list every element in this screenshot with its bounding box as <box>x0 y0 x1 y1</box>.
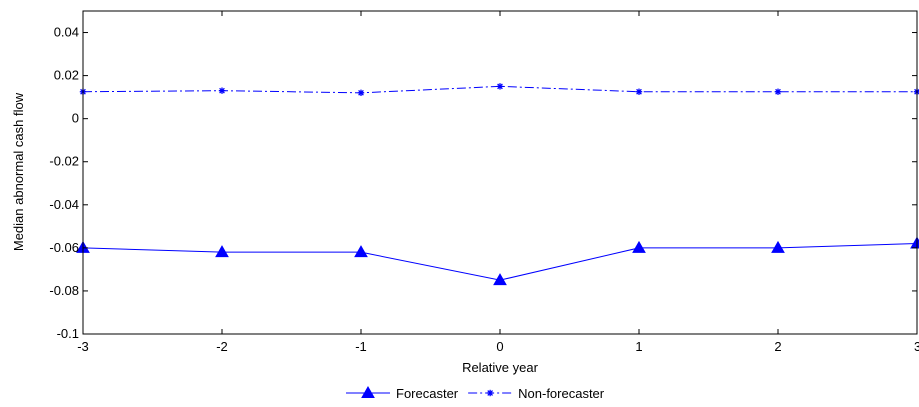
x-axis: -3 -2 -1 0 1 2 3 <box>77 11 919 354</box>
data-point-asterisk <box>774 88 782 95</box>
plot-area <box>83 11 917 334</box>
y-tick-label: -0.02 <box>49 154 79 169</box>
x-tick-label: 0 <box>496 339 503 354</box>
x-axis-label: Relative year <box>462 360 539 375</box>
data-point-triangle <box>632 240 646 253</box>
x-tick-label: -3 <box>77 339 89 354</box>
data-point-asterisk <box>913 88 919 95</box>
legend-item: Forecaster <box>346 385 459 401</box>
y-axis: -0.1 -0.08 -0.06 -0.04 -0.02 0 0.02 0.04 <box>49 25 917 341</box>
asterisk-stroke <box>219 87 225 94</box>
data-point-asterisk <box>496 83 504 90</box>
y-tick-label: -0.08 <box>49 283 79 298</box>
data-point-triangle <box>771 240 785 253</box>
x-tick-label: 1 <box>635 339 642 354</box>
series-non-forecaster <box>79 83 919 97</box>
x-tick-label: 2 <box>774 339 781 354</box>
asterisk-stroke <box>775 88 781 95</box>
legend-label: Forecaster <box>396 386 459 401</box>
y-tick-label: -0.04 <box>49 197 79 212</box>
legend-item: Non-forecaster <box>468 386 605 401</box>
data-point-asterisk <box>218 87 226 94</box>
y-tick-label: 0.02 <box>54 68 79 83</box>
y-axis-label: Median abnormal cash flow <box>11 92 26 251</box>
asterisk-stroke <box>497 83 503 90</box>
data-point-triangle <box>354 245 368 258</box>
y-tick-label: -0.1 <box>57 326 79 341</box>
asterisk-stroke <box>487 390 494 396</box>
y-tick-label: -0.06 <box>49 240 79 255</box>
y-tick-label: 0.04 <box>54 25 79 40</box>
x-tick-label: -2 <box>216 339 228 354</box>
legend-label: Non-forecaster <box>518 386 605 401</box>
data-point-triangle <box>215 245 229 258</box>
data-point-triangle <box>361 385 375 398</box>
asterisk-stroke <box>636 88 642 95</box>
x-tick-label: 3 <box>914 339 919 354</box>
data-point-asterisk <box>357 89 365 97</box>
data-point-triangle <box>493 273 507 286</box>
x-tick-label: -1 <box>355 339 367 354</box>
y-tick-label: 0 <box>72 111 79 126</box>
legend: Forecaster Non-forecaster <box>346 385 605 401</box>
data-point-asterisk <box>635 88 643 95</box>
asterisk-stroke <box>358 89 364 96</box>
data-point-asterisk <box>486 389 494 397</box>
